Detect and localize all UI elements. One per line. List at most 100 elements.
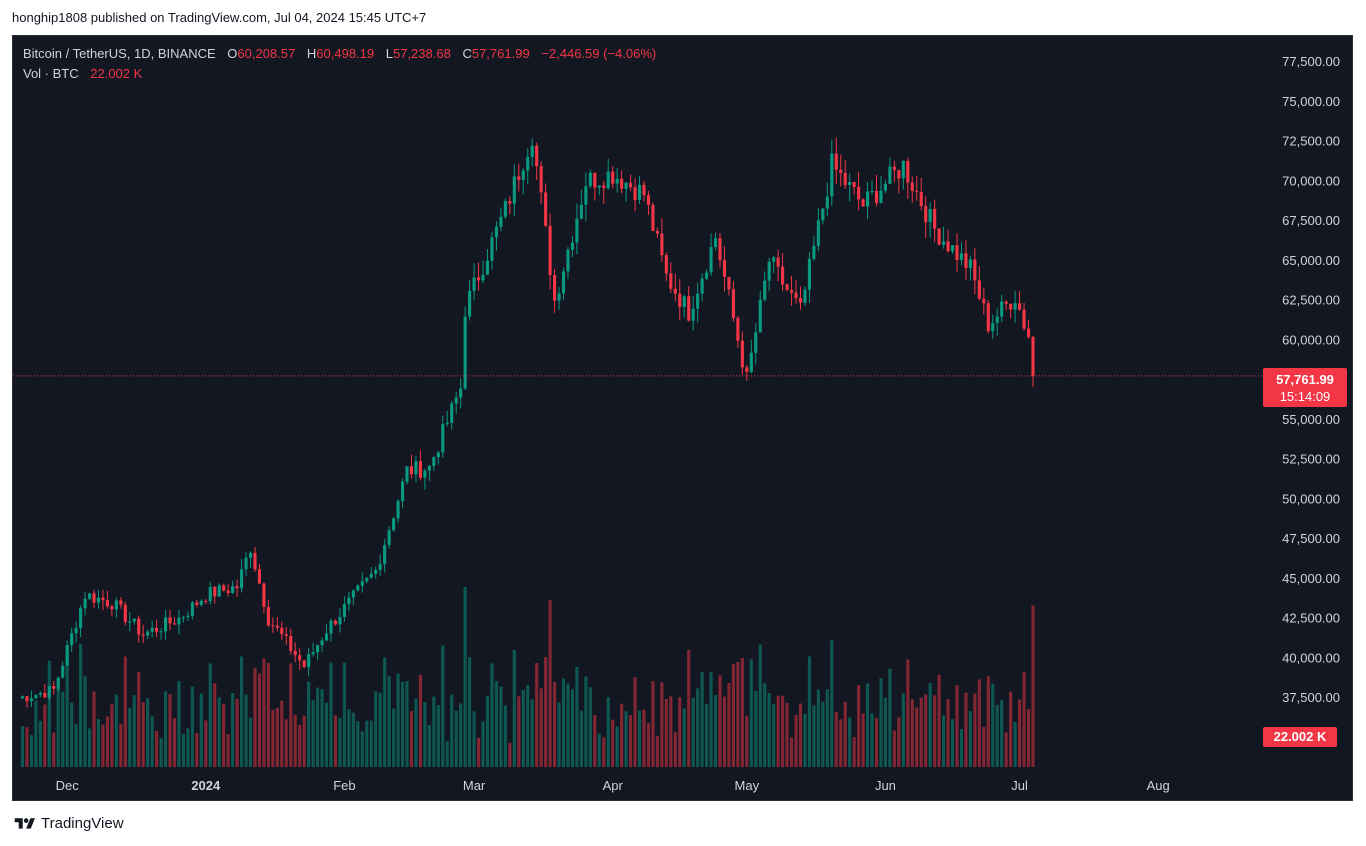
volume-bar (400, 682, 405, 767)
candle (772, 257, 776, 262)
volume-bar (351, 712, 355, 767)
candle (986, 303, 990, 332)
volume-bar (123, 656, 127, 767)
candle (92, 593, 96, 603)
volume-bar (968, 711, 972, 767)
candle (910, 182, 914, 191)
candle (454, 397, 458, 404)
candle (137, 618, 141, 635)
x-axis-tick-label: Apr (603, 778, 624, 793)
candle (159, 631, 163, 633)
volume-bar (132, 695, 136, 767)
candle (441, 424, 445, 453)
candle (1000, 301, 1004, 317)
volume-bar (812, 705, 816, 767)
volume-bar (409, 711, 414, 767)
volume-bar (34, 700, 38, 767)
candle (539, 166, 543, 193)
volume-bar (977, 679, 981, 767)
candle (248, 552, 253, 558)
candle (611, 171, 615, 184)
candle (606, 171, 610, 189)
candle (722, 260, 727, 277)
volume-bar (508, 742, 512, 767)
candle (481, 274, 485, 281)
footer-brand[interactable]: TradingView (13, 815, 124, 832)
volume-bar (65, 652, 69, 767)
chart-frame[interactable]: 77,500.00 75,000.00 72,500.00 70,000.00 67,5… (12, 35, 1353, 801)
candle (602, 185, 606, 189)
candle (262, 583, 266, 607)
volume-bar (253, 667, 257, 767)
candle (731, 289, 735, 319)
candle (240, 569, 244, 589)
candle (172, 623, 177, 625)
volume-bar (266, 662, 270, 767)
candle (302, 660, 306, 668)
candle (915, 190, 919, 192)
candle (794, 292, 798, 299)
candle (459, 388, 463, 398)
candle (919, 191, 923, 207)
volume-bar (897, 717, 901, 767)
volume-bar (369, 720, 373, 767)
volume-bar (150, 716, 154, 767)
high-value: 60,498.19 (316, 46, 375, 61)
candle (378, 564, 382, 570)
volume-bar (611, 719, 615, 767)
volume-bar (798, 703, 803, 767)
volume-bar (915, 707, 919, 767)
volume-bar (803, 713, 807, 767)
candle (333, 620, 338, 625)
candle (646, 195, 651, 205)
volume-bar (937, 674, 941, 767)
volume-bar (816, 689, 820, 767)
y-axis-tick-label: 55,000.00 (1282, 412, 1340, 427)
volume-bar (248, 717, 253, 767)
volume-bar (781, 695, 785, 767)
candle (445, 422, 449, 425)
candle (463, 316, 467, 389)
candle (324, 633, 329, 641)
volume-bar (696, 688, 700, 767)
candle (168, 617, 172, 624)
volume-bar (678, 697, 682, 767)
volume-bar (637, 710, 642, 767)
volume-label[interactable]: Vol · BTC (23, 66, 79, 81)
volume-bar (593, 715, 597, 767)
y-axis-tick-label: 47,500.00 (1282, 531, 1340, 546)
volume-bar (222, 703, 226, 767)
candle (664, 255, 668, 274)
bar-countdown: 15:14:09 (1279, 389, 1331, 404)
last-price-value: 57,761.99 (1276, 372, 1334, 387)
volume-bar (396, 673, 400, 767)
volume-bar (673, 732, 677, 767)
symbol-label[interactable]: Bitcoin / TetherUS, 1D, BINANCE (23, 46, 216, 61)
y-axis-tick-label: 72,500.00 (1282, 134, 1340, 149)
footer-brand-label: TradingView (41, 815, 124, 832)
candle (727, 276, 731, 290)
x-axis-tick-label: May (735, 778, 760, 793)
volume-bar (718, 675, 722, 767)
volume-value: 22.002 K (90, 66, 143, 81)
candle (38, 692, 42, 695)
volume-bar (861, 713, 865, 767)
candle (257, 569, 262, 584)
volume-bar (56, 685, 60, 767)
candle (812, 245, 816, 259)
candle (713, 238, 718, 248)
candle (271, 625, 275, 627)
volume-bar (964, 692, 968, 767)
volume-bar (392, 708, 396, 767)
candle (450, 403, 454, 423)
volume-bar (92, 691, 96, 767)
candle (298, 655, 302, 661)
volume-bar (570, 689, 575, 767)
volume-bar (584, 676, 588, 767)
candle (208, 586, 212, 602)
candlestick-chart[interactable]: 77,500.00 75,000.00 72,500.00 70,000.00 67,5… (13, 36, 1354, 802)
candle (700, 278, 704, 294)
candle (933, 209, 937, 229)
volume-bar (418, 674, 422, 767)
candle (418, 461, 422, 478)
